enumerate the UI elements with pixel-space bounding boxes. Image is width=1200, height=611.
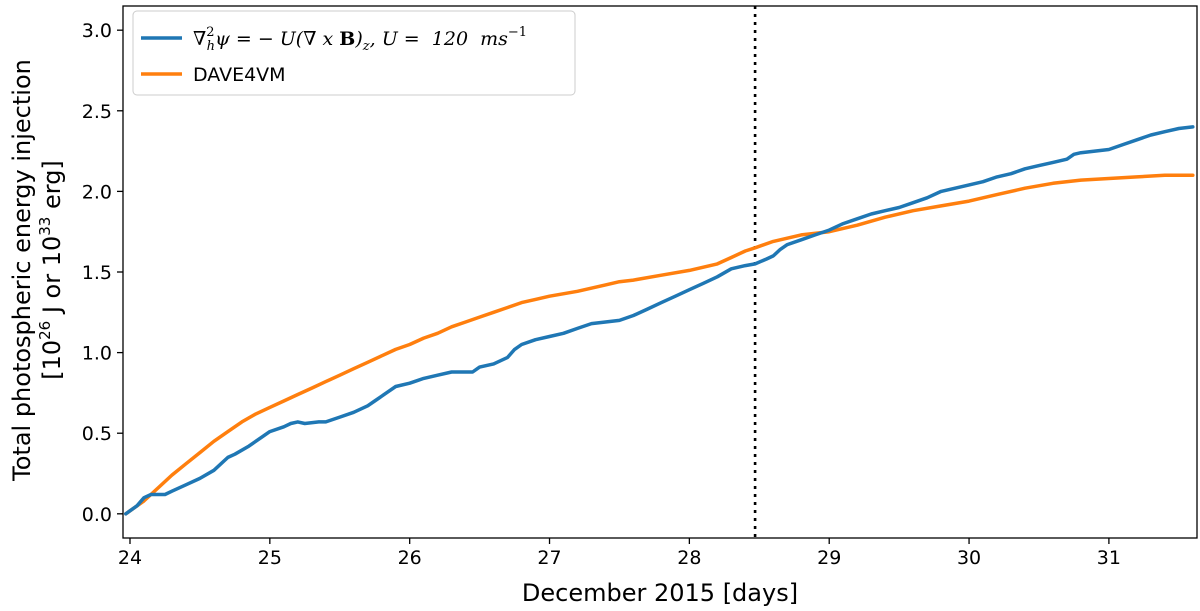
y-tick-label: 2.0 <box>82 181 112 203</box>
x-tick-label: 28 <box>677 547 701 569</box>
legend-sub-h: h <box>207 39 215 54</box>
y-tick-label: 0.0 <box>82 504 112 526</box>
y-axis-title-line-2: [1026 J or 1033 erg] <box>36 160 66 380</box>
legend: ∇2 hψ = − U(∇ x B)z, U = 120 ms−1 DAVE4VM <box>132 10 576 96</box>
legend-bold-b: B <box>339 28 355 50</box>
legend-label-series-1: ∇2 hψ = − U(∇ x B)z, U = 120 ms−1 <box>193 25 527 54</box>
legend-box <box>132 10 576 96</box>
x-tick-label: 26 <box>398 547 422 569</box>
legend-sup-2: 2 <box>206 25 214 40</box>
y-axis-title-exp-2: 33 <box>36 217 54 236</box>
y-tick-label: 1.5 <box>82 262 112 284</box>
y-tick-label: 2.5 <box>82 101 112 123</box>
y-axis-title-mid: J or 10 <box>38 236 66 321</box>
y-tick-label: 1.0 <box>82 343 112 365</box>
legend-text-1: ψ = − U(∇ x <box>215 28 339 50</box>
legend-text-2: , U = 120 <box>370 28 480 50</box>
legend-close: ) <box>354 28 362 50</box>
legend-sub-z: z <box>362 39 370 54</box>
legend-label-series-2: DAVE4VM <box>193 64 286 86</box>
x-tick-label: 29 <box>817 547 841 569</box>
series-line-1 <box>124 125 1195 516</box>
y-axis-title-suffix: erg] <box>38 160 66 216</box>
legend-nabla: ∇ <box>193 28 206 50</box>
y-axis-ticks: 0.0 0.5 1.0 1.5 2.0 2.5 3.0 <box>82 20 123 526</box>
x-tick-label: 31 <box>1097 547 1121 569</box>
x-tick-label: 25 <box>258 547 282 569</box>
y-axis-title-prefix: [10 <box>38 340 66 380</box>
x-tick-label: 27 <box>537 547 561 569</box>
legend-unit: ms <box>480 28 508 50</box>
legend-unit-exp: −1 <box>508 25 527 40</box>
series-line-2 <box>124 173 1195 516</box>
x-tick-label: 24 <box>118 547 142 569</box>
x-axis-title: December 2015 [days] <box>522 579 798 607</box>
y-tick-label: 3.0 <box>82 20 112 42</box>
y-axis-title-line-1: Total photospheric energy injection <box>8 59 36 482</box>
x-tick-label: 30 <box>957 547 981 569</box>
series-lines <box>124 125 1195 516</box>
y-tick-label: 0.5 <box>82 423 112 445</box>
y-axis-title-exp-1: 26 <box>36 321 54 340</box>
x-axis-ticks: 24 25 26 27 28 29 30 31 <box>118 538 1121 569</box>
plot-frame <box>122 5 1198 539</box>
